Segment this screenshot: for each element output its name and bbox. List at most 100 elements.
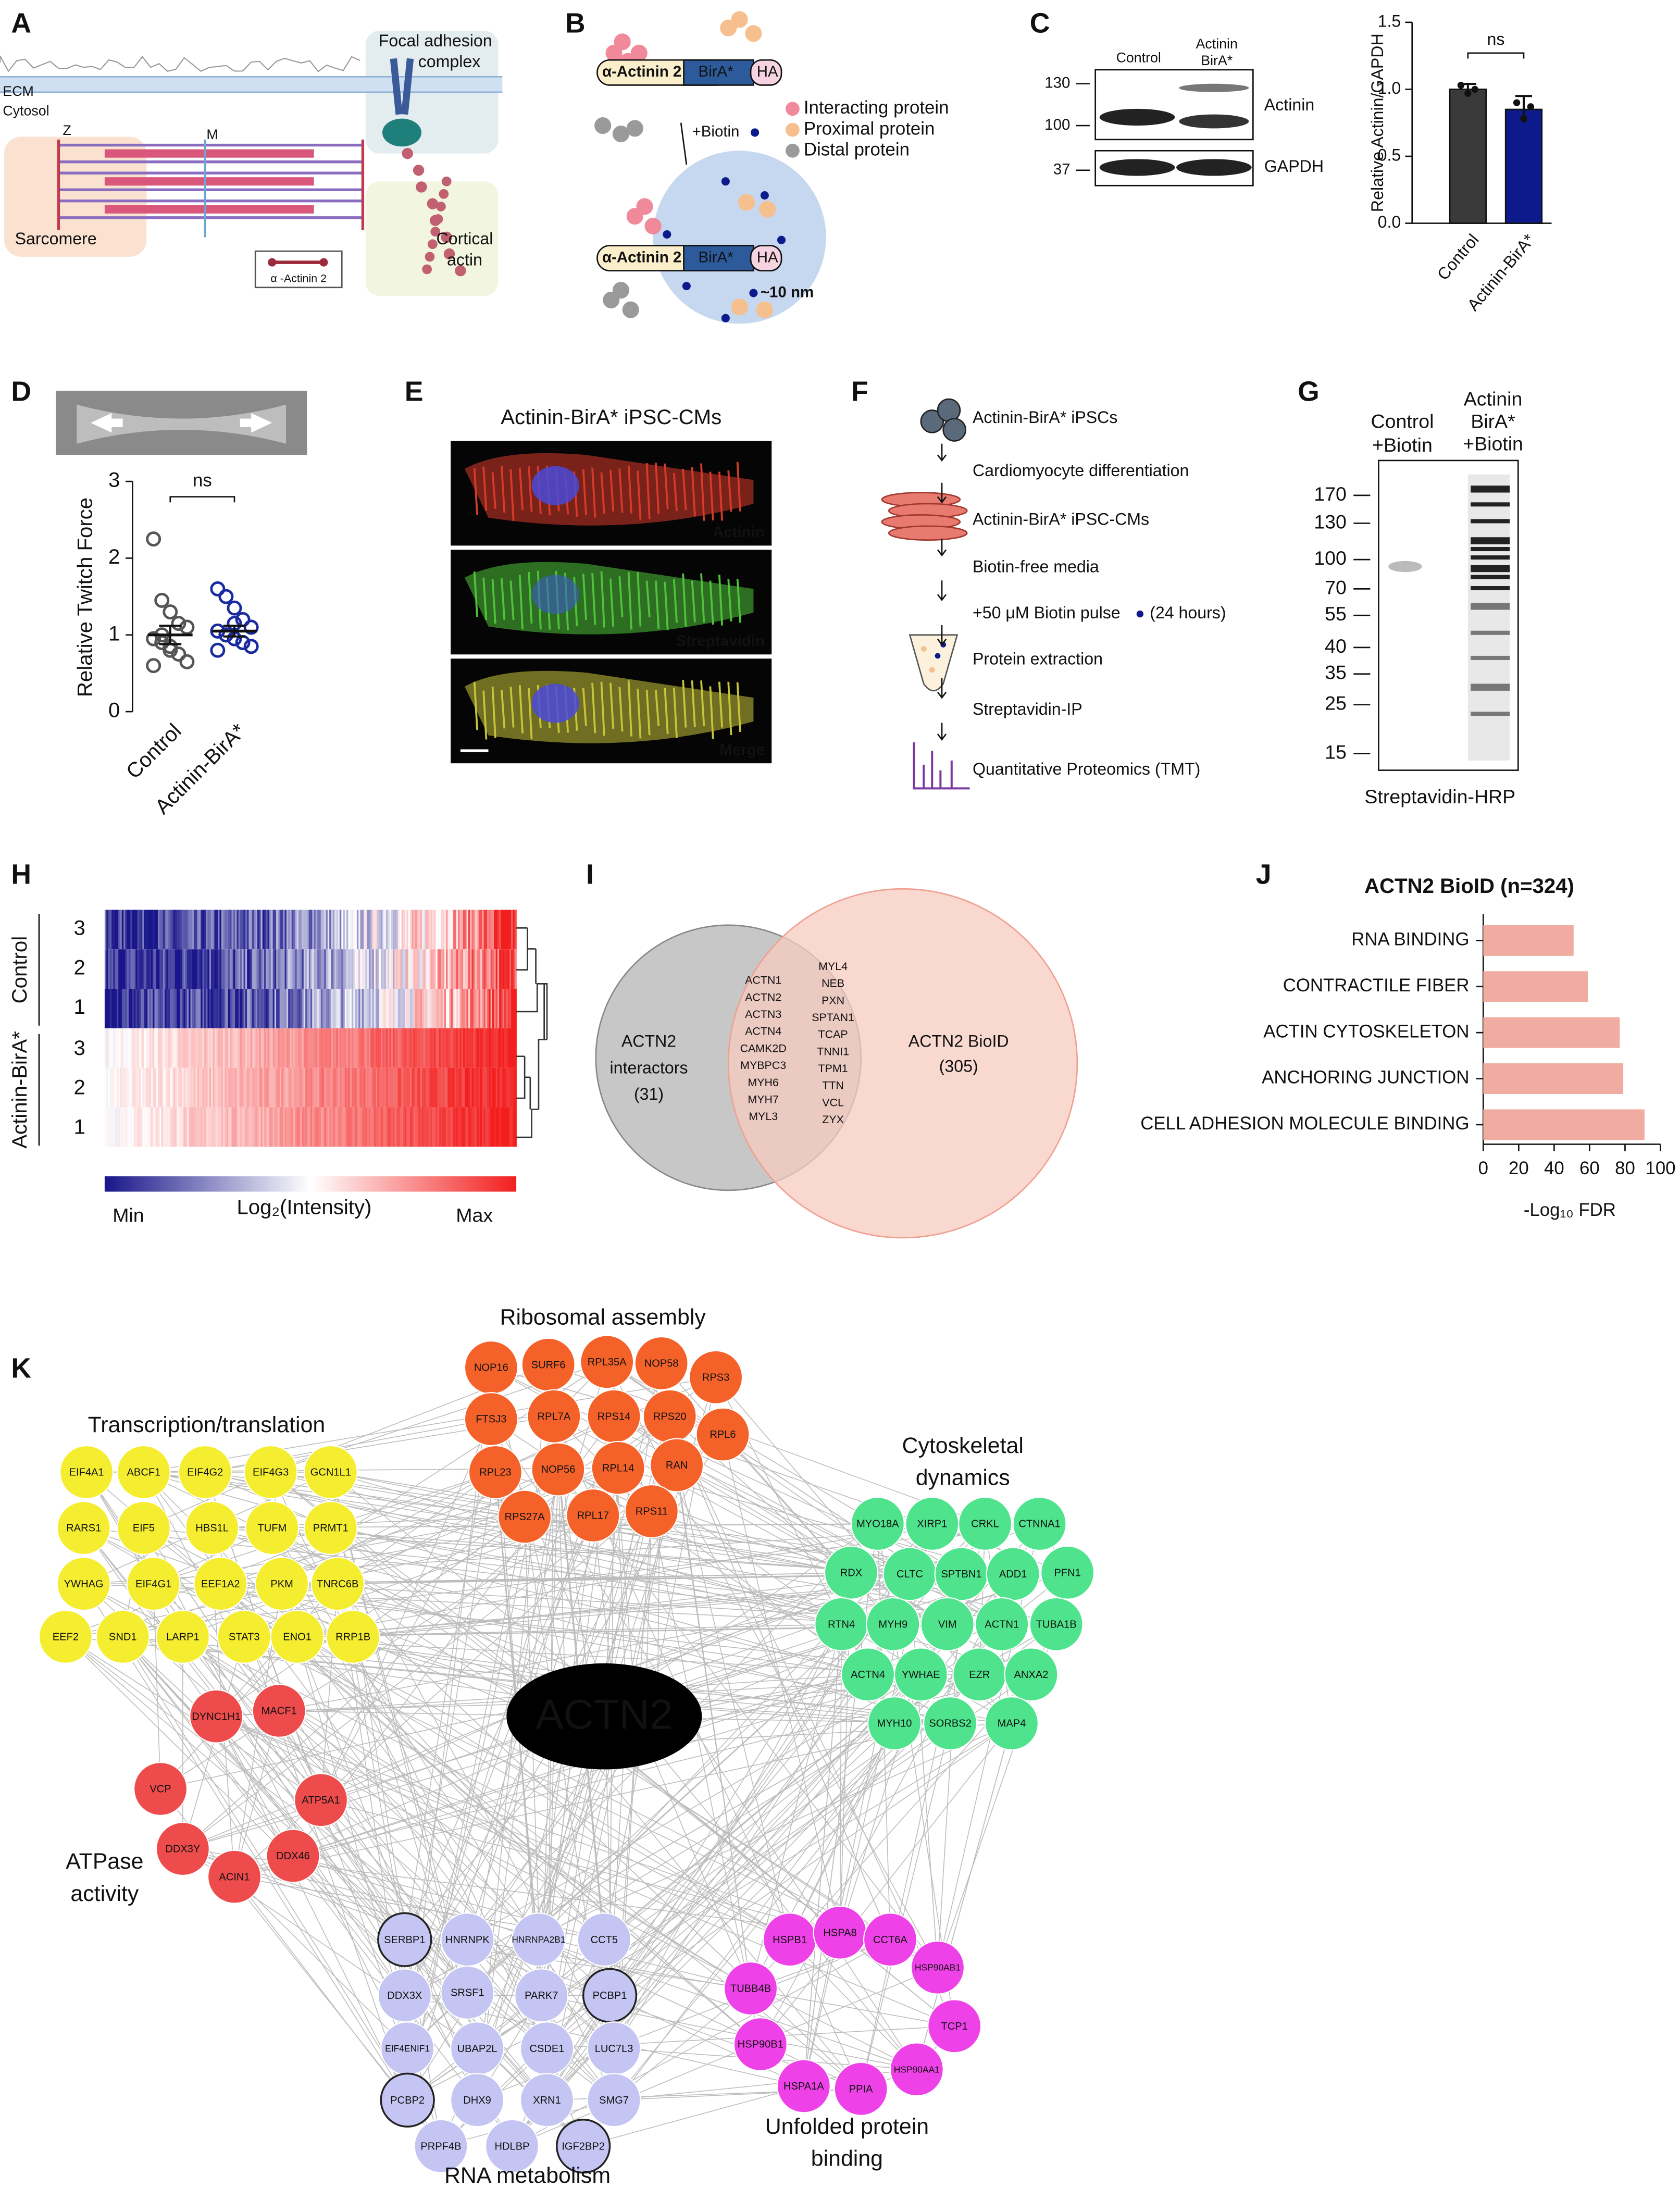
heatmap-cell <box>432 910 434 950</box>
striation <box>664 688 669 735</box>
node-label: RTN4 <box>828 1619 855 1630</box>
striation <box>609 682 615 729</box>
heatmap-cell <box>286 1107 289 1147</box>
striation <box>691 467 696 516</box>
heatmap-cell <box>435 1107 438 1147</box>
heatmap-cell <box>356 1107 359 1147</box>
heatmap-cell <box>466 949 469 989</box>
heatmap-cell <box>238 910 241 950</box>
network-node <box>133 1761 188 1816</box>
network-edge <box>216 1716 408 2100</box>
node-label: VCP <box>150 1784 171 1795</box>
network-edge <box>234 1710 280 1877</box>
heatmap-cell <box>132 1067 134 1108</box>
z-label: Z <box>63 122 71 138</box>
heatmap-cell <box>223 949 226 989</box>
heatmap-cell <box>319 989 321 1028</box>
actin-bead <box>430 227 441 237</box>
heatmap-cell <box>441 1028 443 1068</box>
heatmap-cell <box>295 1067 297 1108</box>
heatmap-cell <box>163 949 165 989</box>
heatmap-cell <box>478 989 481 1028</box>
heatmap-cell <box>272 1107 275 1147</box>
heatmap-cell <box>415 910 417 950</box>
heatmap-cell <box>492 910 495 950</box>
heatmap-cell <box>137 1028 140 1068</box>
heatmap-cell <box>206 1067 208 1108</box>
striation <box>637 470 642 520</box>
heatmap-cell <box>327 1107 330 1147</box>
band <box>1471 586 1510 591</box>
biotin <box>663 230 671 239</box>
heatmap-cell <box>183 910 186 950</box>
striation <box>518 575 524 629</box>
heatmap-cell <box>329 910 332 950</box>
heatmap-cell <box>303 910 306 950</box>
heatmap-cell <box>104 910 107 950</box>
heatmap-cell <box>308 1028 311 1068</box>
heatmap-cell <box>376 1107 378 1147</box>
heatmap-cell <box>228 949 231 989</box>
heatmap-cell <box>364 1067 366 1108</box>
heatmap-cell <box>178 1107 181 1147</box>
heatmap-cell <box>360 989 363 1028</box>
heatmap-cell <box>303 989 306 1028</box>
network-node <box>95 1609 150 1664</box>
heatmap-cell <box>272 910 275 950</box>
heatmap-cell <box>353 910 356 950</box>
heatmap-cell <box>240 910 243 950</box>
heatmap-cell <box>154 949 157 989</box>
heatmap-cell <box>276 910 279 950</box>
heatmap-cell <box>376 1067 378 1108</box>
network-node <box>468 1445 522 1499</box>
hub-label: ACTN2 <box>536 1692 673 1738</box>
heatmap-cell <box>353 949 356 989</box>
network-edge <box>491 1419 917 2070</box>
node-label: PKM <box>270 1578 293 1590</box>
heatmap-cell <box>257 1107 260 1147</box>
network-node <box>497 1489 552 1544</box>
network-edge <box>160 1701 553 1789</box>
heatmap-cell <box>327 949 330 989</box>
heatmap-cell <box>449 1107 452 1147</box>
heatmap-cell <box>221 949 223 989</box>
heatmap-cell <box>213 1107 215 1147</box>
heatmap-cell <box>118 1028 121 1068</box>
heatmap-cell <box>135 1107 138 1147</box>
heatmap-cell <box>348 949 351 989</box>
heatmap-cell <box>296 910 299 950</box>
network-edge <box>83 1583 408 2100</box>
heatmap-cell <box>182 989 184 1028</box>
heatmap-cell <box>194 949 196 989</box>
heatmap-cell <box>139 949 141 989</box>
heatmap-cell <box>449 1067 452 1108</box>
heatmap-cell <box>350 1107 352 1147</box>
gene-label: MYL4 <box>818 960 848 973</box>
striation <box>609 469 615 512</box>
heatmap-cell <box>514 1028 517 1068</box>
node-label: CSDE1 <box>530 2043 565 2055</box>
heatmap-cell <box>429 1107 431 1147</box>
heatmap-cell <box>141 989 143 1028</box>
heatmap-cell <box>406 989 409 1028</box>
heatmap-cell <box>475 1107 478 1147</box>
heatmap-cell <box>465 910 467 950</box>
heatmap-cell <box>312 910 315 950</box>
node-label: ACIN1 <box>219 1871 250 1883</box>
heatmap-cell <box>305 1028 308 1068</box>
heatmap-cell <box>406 1067 409 1108</box>
heatmap-cell <box>186 1067 190 1108</box>
heatmap-cell <box>396 910 399 950</box>
y-tick-label: 1.5 <box>1378 11 1401 30</box>
heatmap-cell <box>288 1067 291 1108</box>
heatmap-cell <box>170 1107 172 1147</box>
heatmap-cell <box>441 1067 443 1108</box>
actin-bead <box>413 165 425 176</box>
heatmap-cell <box>307 910 309 950</box>
heatmap-cell <box>415 989 417 1028</box>
y-tick-label: 1.0 <box>1378 79 1401 97</box>
heatmap-cell <box>192 989 194 1028</box>
heatmap-cell <box>213 910 215 950</box>
mw-marker: 170 <box>1314 483 1347 505</box>
heatmap-cell <box>368 949 371 989</box>
